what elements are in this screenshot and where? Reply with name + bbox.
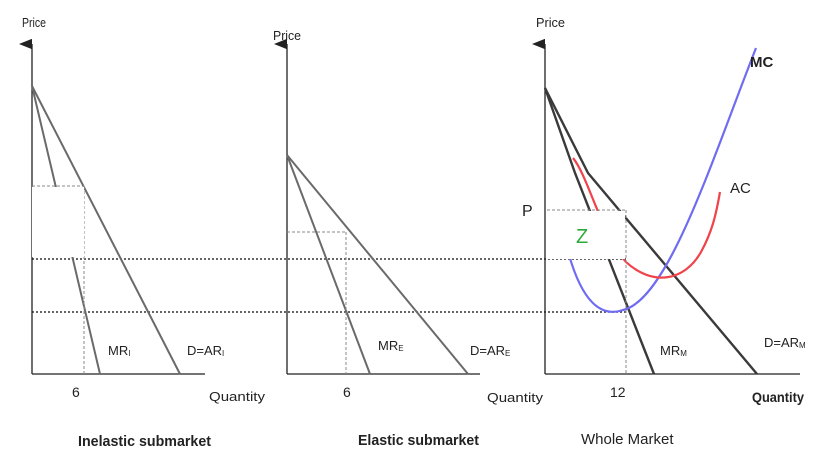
elastic-price-axis-label: Price [273, 28, 301, 43]
profit-area-box [547, 211, 625, 259]
inelastic-quantity-tick: 6 [72, 384, 80, 400]
ac-curve [572, 157, 722, 279]
whole-quantity-axis-label: Quantity [752, 389, 804, 405]
whole-price-axis-label: Price [536, 15, 565, 30]
elastic-quantity-tick: 6 [343, 384, 351, 400]
elastic-quantity-axis-label: Quantity [487, 390, 544, 405]
whole-demand-label: D=ARM [764, 335, 806, 350]
elastic-mr-label: MRE [378, 338, 404, 353]
inelastic-panel-title: Inelastic submarket [78, 433, 211, 450]
inelastic-demand-curve [31, 85, 181, 375]
whole-demand-curve [543, 87, 758, 375]
mc-label: MC [750, 54, 773, 71]
inelastic-price-axis-label: Price [22, 15, 46, 30]
inelastic-quantity-axis-label: Quantity [209, 389, 266, 404]
elastic-demand-label: D=ARE [470, 343, 510, 358]
inelastic-mr-label: MRI [108, 343, 130, 358]
whole-quantity-tick: 12 [610, 384, 626, 400]
panel-whole-market: Price Quantity 12 P Z MC AC MRM D=ARM Wh… [522, 15, 806, 448]
ac-label: AC [730, 180, 751, 197]
whole-panel-title: Whole Market [581, 431, 674, 448]
elastic-panel-title: Elastic submarket [358, 432, 479, 449]
elastic-demand-curve [286, 154, 469, 375]
whole-mr-label: MRM [660, 343, 687, 358]
z-area-label: Z [576, 226, 588, 248]
inelastic-demand-label: D=ARI [187, 343, 224, 358]
inelastic-price-box [32, 187, 84, 257]
mc-curve [567, 47, 758, 313]
elastic-mr-curve [286, 154, 371, 375]
panel-inelastic: Price Quantity 6 MRI D=ARI Inelastic sub… [19, 15, 266, 450]
price-p-label: P [522, 203, 533, 220]
whole-mr-curve [543, 87, 656, 375]
panel-elastic: Price Quantity 6 MRE D=ARE Elastic subma… [273, 28, 544, 449]
